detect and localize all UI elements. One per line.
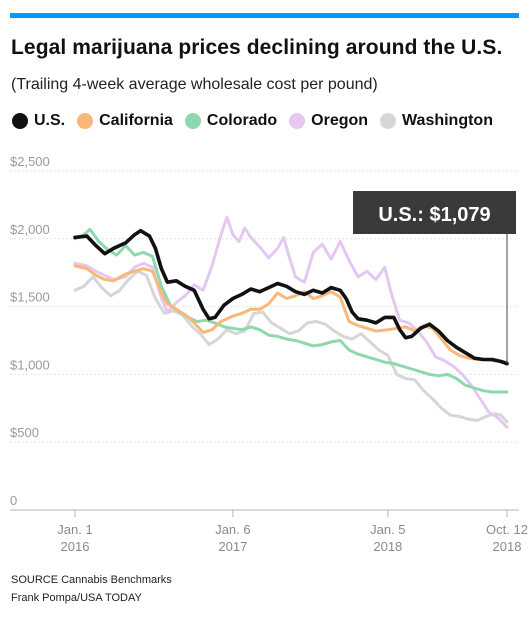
y-tick-label: $1,500 xyxy=(10,290,50,305)
x-tick-year: 2017 xyxy=(218,539,247,554)
series-line-u-s xyxy=(73,228,509,366)
callout-box xyxy=(353,191,516,234)
y-tick-label: $2,000 xyxy=(10,222,50,237)
y-tick-label: $1,000 xyxy=(10,357,50,372)
series-line-oregon xyxy=(73,215,509,429)
legend-swatch-california xyxy=(77,113,94,129)
legend-item-oregon: Oregon xyxy=(289,112,368,130)
credit-note: Frank Pompa/USA TODAY xyxy=(11,592,142,604)
callout-label: U.S.: $1,079 xyxy=(378,204,490,226)
x-tick-label: Jan. 5 xyxy=(370,522,405,537)
legend-label-washington: Washington xyxy=(402,112,493,129)
chart-subtitle: (Trailing 4-week average wholesale cost … xyxy=(11,76,378,93)
legend-swatch-oregon xyxy=(289,113,306,129)
series-line-california xyxy=(73,264,509,364)
legend-swatch-us xyxy=(12,113,28,129)
x-tick-label: Jan. 6 xyxy=(215,522,250,537)
x-tick-label: Oct. 12 xyxy=(486,522,528,537)
source-note: SOURCE Cannabis Benchmarks xyxy=(11,574,172,586)
legend-label-california: California xyxy=(99,112,173,129)
legend-item-california: California xyxy=(77,112,173,130)
legend-item-washington: Washington xyxy=(380,112,493,130)
legend-label-us: U.S. xyxy=(34,112,66,129)
line-chart: $2,500 $2,000 $1,500 $1,000 $500 0 Jan. 1 2016… xyxy=(10,154,528,554)
legend-item-us: U.S. xyxy=(12,112,65,130)
x-tick-year: 2018 xyxy=(373,539,402,554)
chart-title: Legal marijuana prices declining around … xyxy=(11,36,503,59)
series-line-colorado xyxy=(73,227,509,394)
callout: U.S.: $1,079 xyxy=(353,191,516,364)
x-axis-ticks: Jan. 1 2016 Jan. 6 2017 Jan. 5 2018 Oct. 12 201… xyxy=(57,510,528,554)
legend-label-oregon: Oregon xyxy=(311,112,369,129)
legend: U.S. California Colorado Oregon Washingt… xyxy=(12,112,505,130)
x-tick-year: 2018 xyxy=(493,539,522,554)
x-tick-year: 2016 xyxy=(61,539,90,554)
legend-swatch-colorado xyxy=(184,113,201,129)
legend-label-colorado: Colorado xyxy=(206,112,278,129)
x-tick-label: Jan. 1 xyxy=(57,522,92,537)
y-tick-label: $2,500 xyxy=(10,154,50,169)
series-lines xyxy=(73,215,509,429)
legend-item-colorado: Colorado xyxy=(184,112,278,130)
y-tick-label: $500 xyxy=(10,425,39,440)
y-tick-label: 0 xyxy=(10,493,17,508)
accent-bar xyxy=(10,13,519,18)
legend-swatch-washington xyxy=(380,113,397,129)
y-axis-ticks: $2,500 $2,000 $1,500 $1,000 $500 0 xyxy=(10,154,50,508)
series-line-washington xyxy=(73,269,509,424)
